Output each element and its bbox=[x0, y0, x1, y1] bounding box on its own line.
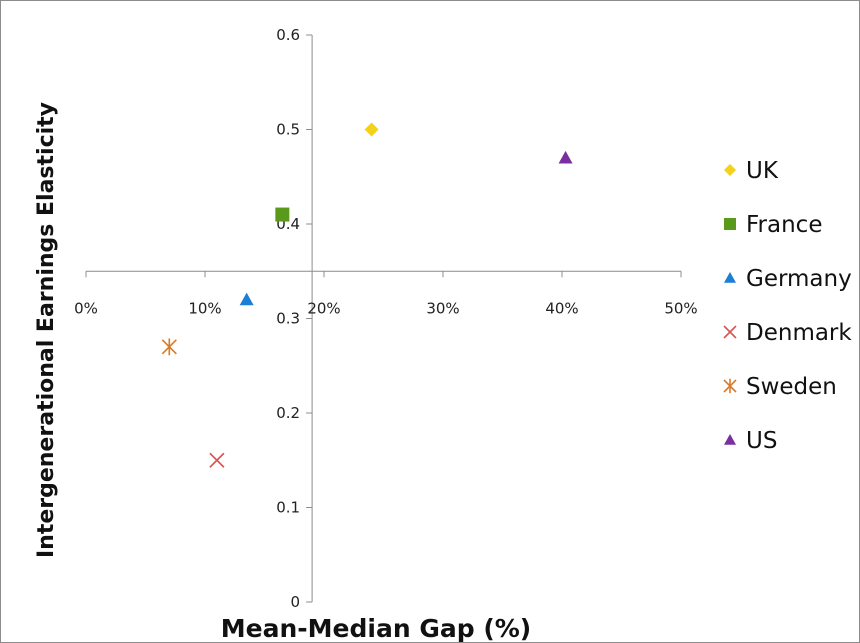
y-tick-label: 0 bbox=[291, 593, 301, 611]
tick-labels-layer: 0% 10% 20% 30% 40% 50%00.10.20.30.40.50.6 bbox=[74, 26, 698, 611]
legend-item-denmark: Denmark bbox=[723, 320, 852, 346]
data-points-layer bbox=[161, 122, 573, 468]
legend-item-uk: UK bbox=[724, 158, 779, 184]
legend-marker-us bbox=[724, 434, 736, 445]
legend-item-sweden: Sweden bbox=[723, 374, 837, 400]
legend-label-sweden: Sweden bbox=[746, 374, 837, 400]
point-uk bbox=[364, 122, 379, 137]
legend-label-denmark: Denmark bbox=[746, 320, 852, 346]
point-denmark-stroke bbox=[209, 452, 225, 468]
legend-label-uk: UK bbox=[746, 158, 779, 184]
legend-label-us: US bbox=[746, 428, 777, 454]
y-tick-label: 0.1 bbox=[276, 499, 300, 517]
point-germany bbox=[239, 292, 254, 306]
point-us bbox=[558, 150, 573, 164]
legend-marker-uk bbox=[724, 164, 736, 176]
legend-item-germany: Germany bbox=[724, 266, 852, 292]
y-axis-title: Intergenerational Earnings Elasticity bbox=[34, 102, 59, 558]
point-sweden bbox=[161, 338, 177, 356]
legend-marker-france bbox=[724, 218, 736, 230]
legend-marker-denmark-stroke bbox=[723, 325, 737, 339]
legend-marker-denmark bbox=[723, 325, 737, 339]
y-tick-label: 0.6 bbox=[276, 26, 300, 44]
legend-label-france: France bbox=[746, 212, 822, 238]
legend: UK France Germany Denmark Sweden US bbox=[723, 158, 852, 454]
axes-layer bbox=[85, 34, 682, 603]
x-axis-title: Mean-Median Gap (%) bbox=[221, 614, 531, 642]
x-tick-label: 10% bbox=[188, 299, 221, 317]
legend-label-germany: Germany bbox=[746, 266, 852, 292]
x-tick-label: 40% bbox=[545, 299, 578, 317]
x-tick-label: 20% bbox=[307, 299, 340, 317]
legend-item-us: US bbox=[724, 428, 777, 454]
legend-marker-sweden bbox=[723, 378, 737, 394]
point-france bbox=[275, 207, 290, 222]
x-tick-label: 0% bbox=[74, 299, 98, 317]
x-tick-label: 30% bbox=[426, 299, 459, 317]
point-denmark bbox=[209, 452, 225, 468]
x-tick-label: 50% bbox=[664, 299, 697, 317]
y-tick-label: 0.3 bbox=[276, 310, 300, 328]
legend-item-france: France bbox=[724, 212, 822, 238]
y-tick-label: 0.2 bbox=[276, 404, 300, 422]
y-tick-label: 0.5 bbox=[276, 121, 300, 139]
legend-marker-germany bbox=[724, 272, 736, 283]
